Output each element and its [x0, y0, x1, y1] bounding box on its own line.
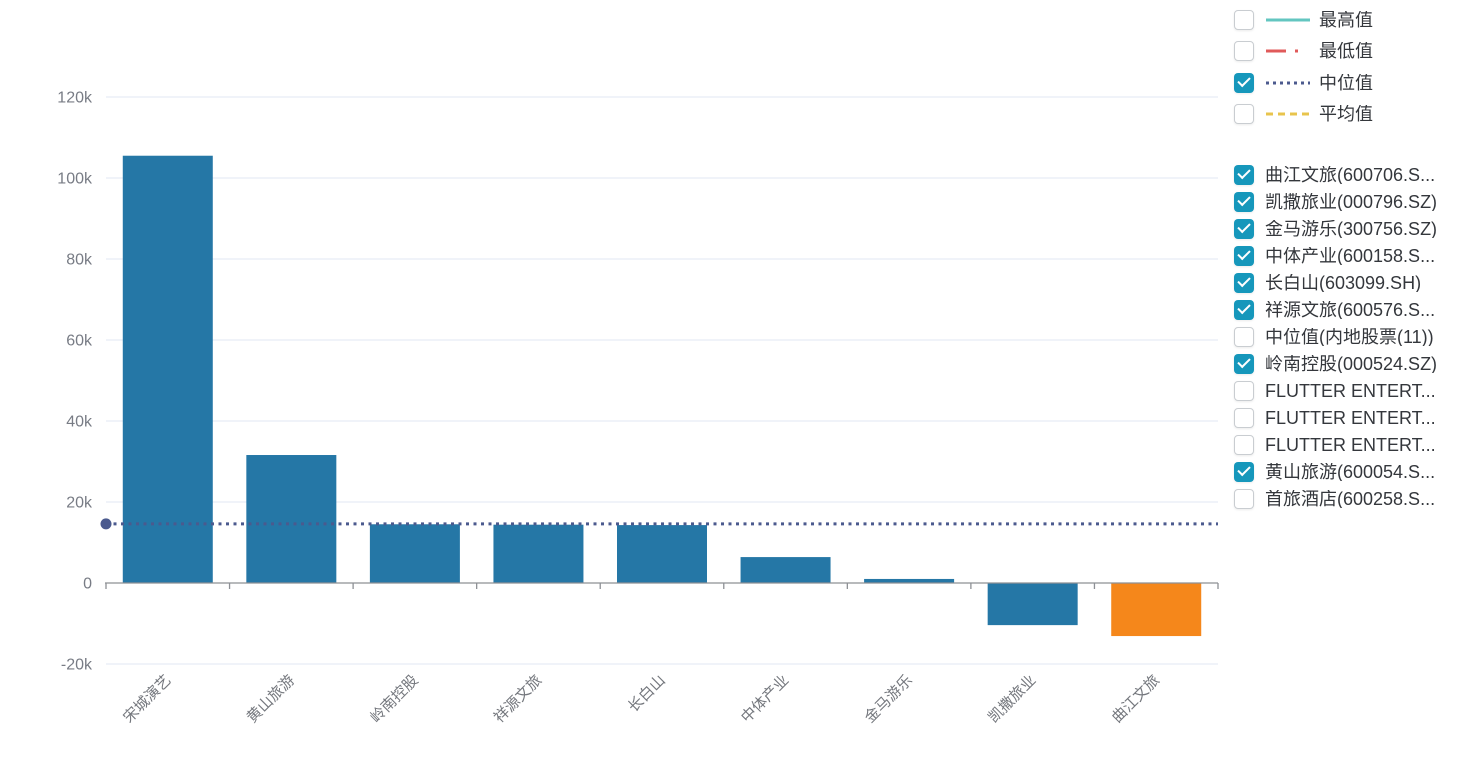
y-axis-tick-label: 0 — [83, 576, 92, 593]
series-legend-label[interactable]: 岭南控股(000524.SZ) — [1265, 354, 1438, 373]
series-legend-item[interactable]: 曲江文旅(600706.S... — [1234, 161, 1437, 188]
checkbox-checked-icon[interactable] — [1234, 72, 1254, 93]
series-legend-label[interactable]: 首旅酒店(600258.S... — [1265, 489, 1436, 508]
bar-黄山旅游[interactable] — [246, 455, 337, 583]
series-legend-item[interactable]: 中体产业(600158.S... — [1234, 242, 1437, 269]
y-axis-tick-label: 120k — [57, 90, 93, 107]
series-legend: 曲江文旅(600706.S... 凯撒旅业(000796.SZ) 金马游乐(3007… — [1234, 161, 1437, 512]
x-axis-category-label[interactable]: 中体产业 — [738, 672, 792, 726]
series-legend-label[interactable]: 长白山(603099.SH) — [1265, 273, 1422, 292]
checkbox-checked-icon[interactable] — [1234, 218, 1254, 239]
y-axis-tick-label: 40k — [66, 414, 93, 431]
checkbox-unchecked-icon[interactable] — [1234, 9, 1254, 30]
checkbox-checked-icon[interactable] — [1234, 299, 1254, 320]
x-axis-category-label[interactable]: 曲江文旅 — [1109, 672, 1163, 726]
x-axis-category-label[interactable]: 黄山旅游 — [244, 672, 298, 726]
bar-曲江文旅[interactable] — [1111, 583, 1202, 637]
series-legend-item[interactable]: 首旅酒店(600258.S... — [1234, 485, 1437, 512]
checkbox-unchecked-icon[interactable] — [1234, 407, 1254, 428]
y-axis-tick-label: 20k — [66, 495, 93, 512]
bar-中体产业[interactable] — [740, 557, 831, 583]
series-legend-label[interactable]: 凯撒旅业(000796.SZ) — [1265, 192, 1438, 211]
plot-area: -20k 0 20k 40k 60k 80k 100k 120k 宋城演艺 黄山旅游 岭南控股 祥源文… — [57, 90, 1219, 726]
x-axis-category-label[interactable]: 宋城演艺 — [120, 672, 174, 726]
x-axis-category-label[interactable]: 凯撒旅业 — [985, 672, 1039, 726]
stat-lines-legend: 最高值最低值中位值平均值 — [1234, 4, 1373, 130]
stat-line-legend-label[interactable]: 最高值 — [1319, 10, 1373, 29]
y-axis-tick-label: 80k — [66, 252, 93, 269]
bar-凯撒旅业[interactable] — [987, 583, 1078, 626]
stat-line-legend-item[interactable]: 平均值 — [1234, 99, 1373, 131]
bar-宋城演艺[interactable] — [122, 155, 213, 583]
series-legend-label[interactable]: FLUTTER ENTERT... — [1265, 381, 1436, 400]
series-legend-item[interactable]: 长白山(603099.SH) — [1234, 269, 1437, 296]
stat-line-legend-item[interactable]: 中位值 — [1234, 67, 1373, 99]
series-legend-item[interactable]: 金马游乐(300756.SZ) — [1234, 215, 1437, 242]
bar-金马游乐[interactable] — [864, 578, 955, 583]
series-legend-item[interactable]: 黄山旅游(600054.S... — [1234, 458, 1437, 485]
series-legend-item[interactable]: 岭南控股(000524.SZ) — [1234, 350, 1437, 377]
stat-line-legend-label[interactable]: 最低值 — [1319, 42, 1373, 61]
series-legend-label[interactable]: FLUTTER ENTERT... — [1265, 435, 1436, 454]
series-legend-item[interactable]: 中位值(内地股票(11)) — [1234, 323, 1437, 350]
y-axis-tick-label: 100k — [57, 171, 93, 188]
stat-line-legend-item[interactable]: 最低值 — [1234, 36, 1373, 68]
checkbox-unchecked-icon[interactable] — [1234, 326, 1254, 347]
series-legend-label[interactable]: 祥源文旅(600576.S... — [1265, 300, 1436, 319]
stat-line-legend-label[interactable]: 中位值 — [1319, 73, 1373, 92]
bar-祥源文旅[interactable] — [493, 524, 584, 583]
stat-line-legend-label[interactable]: 平均值 — [1319, 105, 1373, 124]
bar-chart-svg: -20k 0 20k 40k 60k 80k 100k 120k 宋城演艺 黄山旅游 岭南控股 祥源文… — [57, 90, 1219, 726]
x-axis-category-label[interactable]: 祥源文旅 — [491, 672, 545, 726]
series-legend-label[interactable]: FLUTTER ENTERT... — [1265, 408, 1436, 427]
checkbox-checked-icon[interactable] — [1234, 164, 1254, 185]
checkbox-checked-icon[interactable] — [1234, 191, 1254, 212]
series-legend-item[interactable]: 祥源文旅(600576.S... — [1234, 296, 1437, 323]
stat-line-legend-item[interactable]: 最高值 — [1234, 4, 1373, 36]
checkbox-unchecked-icon[interactable] — [1234, 380, 1254, 401]
series-legend-label[interactable]: 金马游乐(300756.SZ) — [1265, 219, 1438, 238]
checkbox-unchecked-icon[interactable] — [1234, 41, 1254, 62]
y-axis-tick-label: -20k — [61, 657, 93, 674]
dashed-line-sample-icon — [1266, 112, 1310, 116]
series-legend-label[interactable]: 中位值(内地股票(11)) — [1265, 327, 1434, 346]
checkbox-unchecked-icon[interactable] — [1234, 104, 1254, 125]
x-axis-category-label[interactable]: 岭南控股 — [367, 672, 421, 726]
checkbox-checked-icon[interactable] — [1234, 353, 1254, 374]
checkbox-checked-icon[interactable] — [1234, 245, 1254, 266]
series-legend-label[interactable]: 中体产业(600158.S... — [1265, 246, 1436, 265]
bar-长白山[interactable] — [617, 525, 707, 583]
x-axis-category-label[interactable]: 长白山 — [625, 672, 669, 716]
series-legend-item[interactable]: 凯撒旅业(000796.SZ) — [1234, 188, 1437, 215]
solid-line-sample-icon — [1266, 18, 1310, 22]
checkbox-checked-icon[interactable] — [1234, 272, 1254, 293]
series-legend-label[interactable]: 黄山旅游(600054.S... — [1265, 462, 1436, 481]
dotted-line-sample-icon — [1266, 81, 1310, 85]
y-axis-tick-label: 60k — [66, 333, 93, 350]
x-axis-category-label[interactable]: 金马游乐 — [861, 672, 915, 726]
median-line-endpoint-dot — [100, 518, 112, 530]
series-legend-item[interactable]: FLUTTER ENTERT... — [1234, 377, 1437, 404]
dash-dot-line-sample-icon — [1266, 49, 1310, 53]
checkbox-checked-icon[interactable] — [1234, 461, 1254, 482]
series-legend-item[interactable]: FLUTTER ENTERT... — [1234, 431, 1437, 458]
series-legend-item[interactable]: FLUTTER ENTERT... — [1234, 404, 1437, 431]
checkbox-unchecked-icon[interactable] — [1234, 488, 1254, 509]
series-legend-label[interactable]: 曲江文旅(600706.S... — [1265, 165, 1436, 184]
checkbox-unchecked-icon[interactable] — [1234, 434, 1254, 455]
bar-岭南控股[interactable] — [369, 524, 460, 583]
